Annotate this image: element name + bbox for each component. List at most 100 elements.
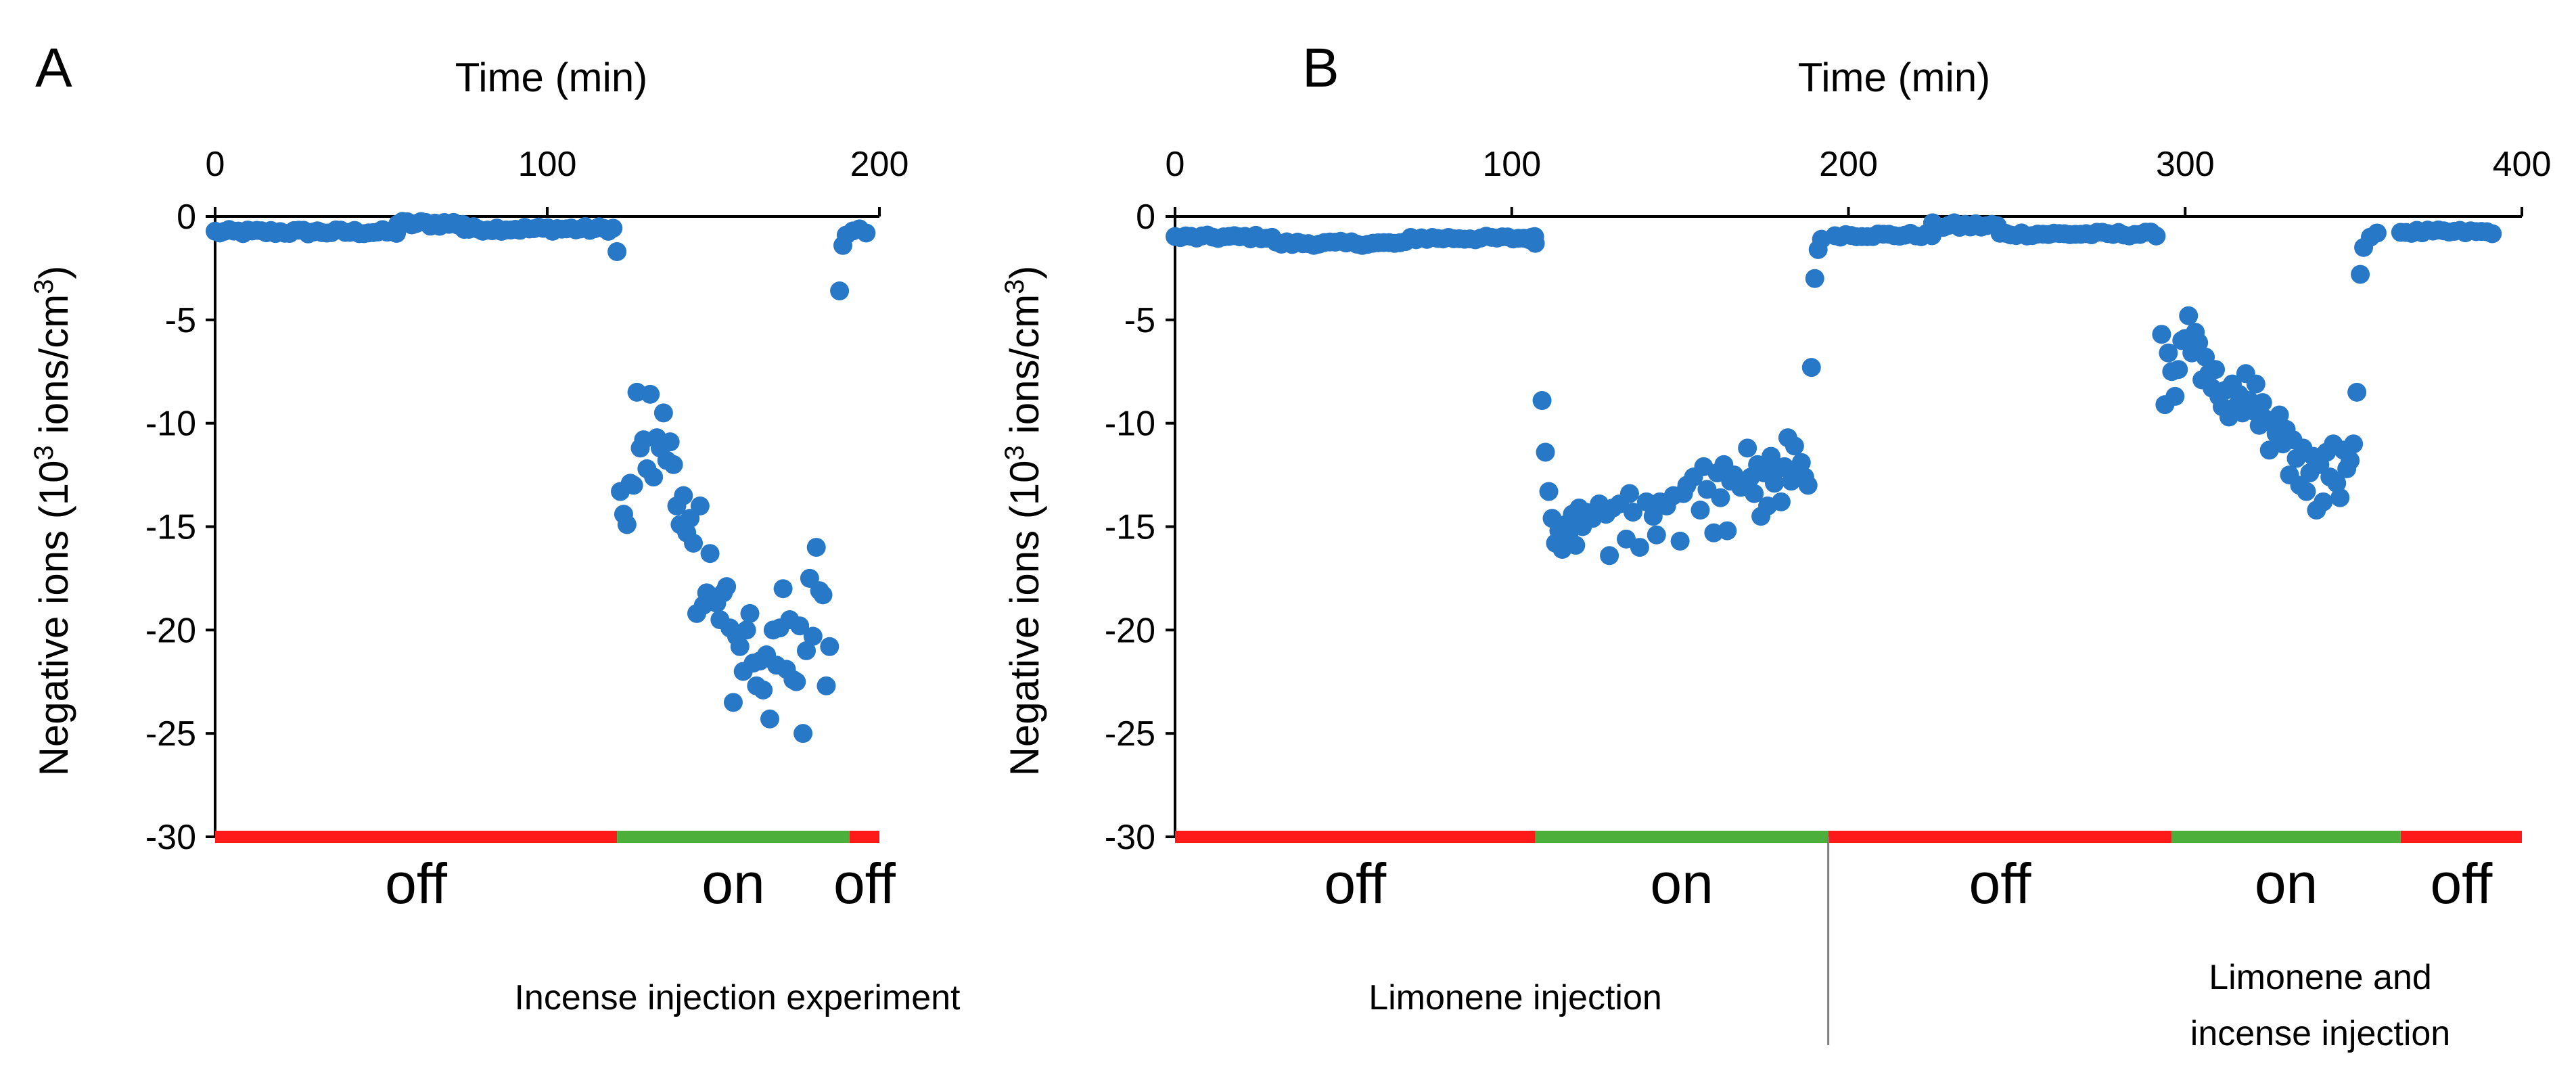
y-tick-label: -30: [145, 818, 196, 857]
data-point: [830, 281, 850, 301]
data-point: [2169, 360, 2188, 380]
y-tick-label: -5: [165, 301, 196, 340]
x-tick-label: 100: [1482, 145, 1541, 184]
panel-b-phase-bars: [1175, 831, 2522, 843]
data-point: [2270, 405, 2289, 425]
y-tick-label: -25: [1105, 714, 1155, 754]
data-point: [653, 403, 673, 423]
data-point: [624, 476, 643, 495]
panel-a-phase-bars: [215, 831, 879, 843]
panel-b-x-ticks: 0 100 200 300 400: [1166, 145, 2552, 216]
y-tick-label: -10: [1105, 405, 1155, 444]
panel-a-phase-labels: off on off: [385, 852, 896, 915]
phase-bar-on: [2171, 831, 2401, 843]
data-point: [803, 626, 823, 646]
panel-b-data-points: [1166, 213, 2502, 566]
data-point: [2159, 343, 2178, 363]
data-point: [1690, 501, 1710, 520]
data-point: [2206, 360, 2226, 380]
data-point: [1636, 492, 1656, 511]
data-point: [1801, 358, 1821, 377]
y-tick-label: -20: [145, 611, 196, 650]
panel-a-chart: A Time (min) Negative ions (103 ions/cm3…: [29, 37, 961, 1017]
data-point: [1623, 503, 1642, 522]
phase-label-on: on: [1650, 852, 1713, 915]
data-point: [806, 538, 826, 557]
data-point: [816, 676, 836, 695]
panel-b-x-axis-title: Time (min): [1798, 55, 1990, 100]
panel-b-axes: [1174, 215, 2522, 837]
data-point: [2253, 393, 2272, 413]
data-point: [1525, 233, 1545, 253]
panel-b-caption-2: Limonene and: [2209, 958, 2432, 997]
data-point: [641, 384, 660, 404]
data-point: [1619, 484, 1639, 503]
phase-bar-off: [1828, 831, 2172, 843]
data-point: [813, 585, 833, 605]
phase-bar-on: [1535, 831, 1828, 843]
data-point: [856, 223, 876, 243]
data-point: [1643, 507, 1663, 526]
data-point: [790, 616, 810, 636]
data-point: [1791, 453, 1811, 472]
panel-b-y-ticks: 0 -5 -10 -15 -20 -25 -30: [1105, 198, 1175, 857]
phase-label-on: on: [702, 852, 764, 915]
data-point: [674, 486, 693, 505]
panel-a-data-points: [206, 212, 876, 743]
data-point: [617, 515, 637, 534]
data-point: [684, 533, 704, 553]
data-point: [2347, 382, 2367, 402]
x-tick-label: 400: [2493, 145, 2552, 184]
phase-label-off: off: [833, 852, 896, 915]
data-point: [2152, 325, 2171, 344]
y-tick-label: -10: [145, 405, 196, 444]
x-tick-label: 100: [518, 145, 577, 184]
data-point: [1647, 525, 1666, 545]
data-point: [2367, 223, 2387, 243]
x-tick-label: 300: [2156, 145, 2215, 184]
y-tick-label: -20: [1105, 611, 1155, 650]
data-point: [740, 603, 760, 623]
data-point: [2246, 374, 2266, 394]
data-point: [1745, 484, 1764, 503]
data-point: [644, 467, 664, 487]
data-point: [2351, 265, 2370, 284]
data-point: [2330, 488, 2350, 507]
panel-a-label: A: [35, 37, 72, 99]
x-tick-label: 0: [1166, 145, 1185, 184]
phase-bar-off: [2400, 831, 2522, 843]
phase-label-off: off: [2430, 852, 2493, 915]
data-point: [607, 242, 627, 261]
panel-b-chart: B Time (min) Negative ions (103 ions/cm3…: [1000, 37, 2551, 1053]
panel-a-caption: Incense injection experiment: [514, 978, 961, 1017]
data-point: [664, 455, 683, 474]
data-point: [2189, 333, 2209, 352]
x-tick-label: 200: [850, 145, 909, 184]
data-point: [820, 637, 840, 656]
phase-label-off: off: [385, 852, 448, 915]
data-point: [2179, 306, 2199, 325]
phase-bar-off: [215, 831, 618, 843]
data-point: [794, 724, 813, 743]
x-tick-label: 0: [206, 145, 225, 184]
data-point: [1630, 538, 1649, 557]
data-point: [603, 219, 623, 238]
data-point: [1539, 482, 1559, 501]
panel-a-axes: [214, 215, 879, 837]
data-point: [723, 693, 743, 712]
y-tick-label: -25: [145, 714, 196, 754]
panel-b-caption-3: incense injection: [2190, 1014, 2450, 1053]
data-point: [2344, 434, 2364, 454]
y-tick-label: -15: [145, 508, 196, 547]
data-point: [1785, 436, 1804, 456]
data-point: [787, 672, 806, 691]
data-point: [1812, 229, 1831, 249]
data-point: [1532, 391, 1552, 411]
data-point: [2146, 226, 2166, 246]
y-tick-label: -15: [1105, 508, 1155, 547]
data-point: [1805, 269, 1824, 288]
data-point: [717, 577, 737, 597]
data-point: [2314, 492, 2333, 511]
data-point: [660, 432, 680, 452]
panel-b-y-axis-title: Negative ions (103 ions/cm3): [1000, 266, 1047, 777]
